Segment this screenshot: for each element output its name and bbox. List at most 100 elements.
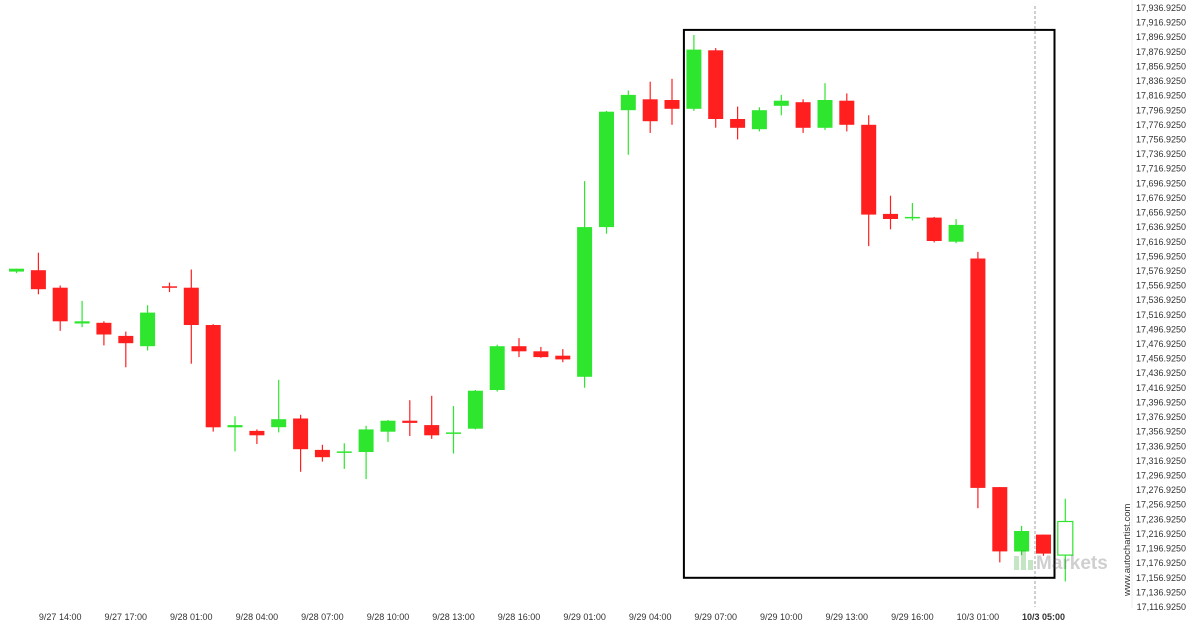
candle — [751, 107, 767, 132]
candle-body — [620, 94, 636, 111]
candle — [1014, 525, 1030, 556]
x-tick-label: 10/3 05:00 — [1022, 612, 1065, 622]
candle-body — [773, 100, 789, 106]
candle-body — [205, 325, 221, 428]
candle — [489, 344, 505, 392]
candle — [227, 416, 243, 452]
watermark: www.autochartist.com Markets — [1014, 504, 1133, 597]
brand-logo-icon — [1021, 550, 1026, 570]
candle-body — [511, 346, 527, 352]
candle — [795, 99, 811, 133]
x-tick-label: 9/29 01:00 — [563, 612, 606, 622]
y-tick-label: 17,916.9250 — [1136, 18, 1186, 28]
candle — [183, 269, 199, 364]
candle — [380, 419, 396, 442]
candle — [577, 181, 593, 388]
candle — [904, 203, 920, 221]
x-tick-label: 9/28 07:00 — [301, 612, 344, 622]
y-tick-label: 17,476.9250 — [1136, 339, 1186, 349]
x-tick-label: 9/29 07:00 — [694, 612, 737, 622]
y-tick-label: 17,896.9250 — [1136, 32, 1186, 42]
candle — [336, 443, 352, 469]
candle — [948, 219, 964, 244]
candle-body — [751, 110, 767, 130]
y-tick-label: 17,276.9250 — [1136, 485, 1186, 495]
y-tick-label: 17,556.9250 — [1136, 281, 1186, 291]
candle — [446, 406, 461, 454]
candle-body — [9, 268, 24, 272]
candle-body — [249, 430, 265, 436]
candle-body — [358, 429, 374, 452]
y-tick-label: 17,576.9250 — [1136, 266, 1186, 276]
candle — [773, 94, 789, 116]
x-tick-label: 9/27 14:00 — [39, 612, 82, 622]
y-tick-label: 17,436.9250 — [1136, 368, 1186, 378]
candle-body — [599, 111, 614, 228]
pattern-highlight — [682, 6, 1056, 607]
candle — [74, 300, 90, 328]
brand-text: Markets — [1036, 553, 1108, 574]
candle — [293, 414, 309, 472]
y-tick-label: 17,616.9250 — [1136, 237, 1186, 247]
candle-body — [992, 487, 1008, 552]
y-tick-label: 17,596.9250 — [1136, 251, 1186, 261]
candle-body — [30, 270, 46, 290]
candle-body — [555, 355, 571, 360]
y-tick-label: 17,296.9250 — [1136, 471, 1186, 481]
y-tick-label: 17,656.9250 — [1136, 208, 1186, 218]
x-tick-label: 9/29 16:00 — [891, 612, 934, 622]
candle-body — [948, 224, 964, 242]
candle-body — [336, 451, 352, 453]
candle-body — [926, 217, 942, 241]
candle-body — [402, 420, 418, 423]
x-tick-label: 9/29 10:00 — [760, 612, 803, 622]
candle-body — [118, 335, 134, 344]
candle-body — [1036, 534, 1051, 554]
y-tick-label: 17,536.9250 — [1136, 295, 1186, 305]
candle-body — [446, 432, 461, 434]
y-tick-label: 17,756.9250 — [1136, 135, 1186, 145]
y-tick-label: 17,816.9250 — [1136, 91, 1186, 101]
candle — [555, 349, 571, 363]
candle-body — [883, 213, 898, 219]
y-tick-label: 17,716.9250 — [1136, 164, 1186, 174]
y-tick-label: 17,336.9250 — [1136, 441, 1186, 451]
candle-body — [314, 449, 330, 458]
candle-body — [52, 287, 68, 322]
y-tick-label: 17,856.9250 — [1136, 61, 1186, 71]
brand-logo-icon — [1028, 560, 1033, 570]
candle — [140, 305, 156, 351]
side-watermark: www.autochartist.com — [1122, 504, 1133, 597]
candle-body — [380, 420, 396, 432]
candle — [511, 338, 527, 358]
candle-body — [227, 425, 243, 428]
candle-body — [708, 50, 724, 119]
candle — [708, 48, 724, 128]
candle — [533, 346, 549, 358]
candle — [926, 216, 942, 243]
candle-body — [162, 286, 177, 288]
y-tick-label: 17,236.9250 — [1136, 514, 1186, 524]
y-tick-label: 17,636.9250 — [1136, 222, 1186, 232]
candle-body — [642, 99, 658, 122]
x-tick-label: 9/28 04:00 — [236, 612, 279, 622]
y-tick-label: 17,796.9250 — [1136, 105, 1186, 115]
candle — [424, 395, 440, 439]
candle — [664, 78, 680, 125]
x-tick-label: 9/29 04:00 — [629, 612, 672, 622]
x-axis: 9/27 14:00 9/27 17:00 9/28 01:00 9/28 04:00… — [39, 612, 1065, 622]
x-tick-label: 9/27 17:00 — [105, 612, 148, 622]
candle — [358, 425, 374, 480]
y-tick-label: 17,116.9250 — [1137, 602, 1186, 612]
candle — [467, 390, 483, 430]
candle — [118, 331, 134, 368]
y-tick-label: 17,376.9250 — [1136, 412, 1186, 422]
y-tick-label: 17,396.9250 — [1136, 398, 1186, 408]
candle-body — [271, 419, 287, 428]
candle — [249, 429, 265, 444]
x-tick-label: 9/28 16:00 — [498, 612, 541, 622]
candle-body — [533, 351, 549, 358]
candle-body — [74, 321, 90, 324]
